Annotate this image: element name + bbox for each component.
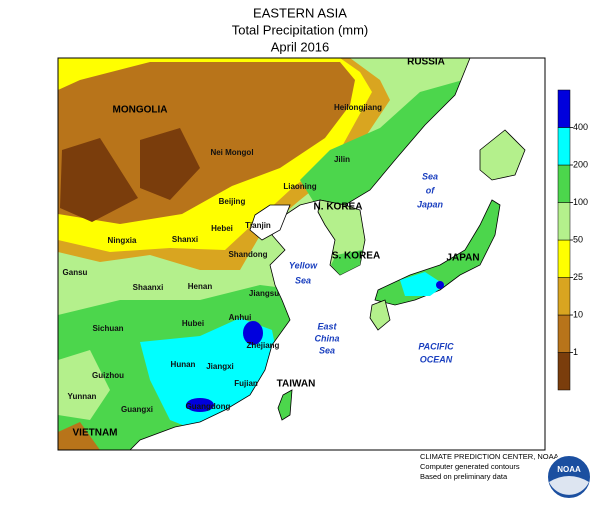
zone-below-1 <box>60 138 138 222</box>
map-label: Nei Mongol <box>210 148 253 157</box>
credit-line: CLIMATE PREDICTION CENTER, NOAA <box>420 452 559 461</box>
map-label: Hunan <box>171 360 196 369</box>
korea-south-zone <box>331 250 362 275</box>
map-label: N. KOREA <box>314 202 363 213</box>
map-label: Shaanxi <box>133 283 164 292</box>
hokkaido <box>479 129 526 181</box>
credits: CLIMATE PREDICTION CENTER, NOAAComputer … <box>420 452 559 481</box>
map-label: Liaoning <box>283 182 316 191</box>
map-label: Guangxi <box>121 405 153 414</box>
map-label: Anhui <box>229 313 252 322</box>
map-label: of <box>426 185 435 195</box>
map-label: TAIWAN <box>277 379 316 390</box>
taiwan <box>277 389 293 421</box>
japan-zone-above-400 <box>436 281 444 289</box>
noaa-logo-wave <box>549 476 589 495</box>
title: EASTERN ASIA <box>253 5 347 20</box>
map-label: OCEAN <box>420 354 453 364</box>
zone-above-400 <box>186 398 214 412</box>
map-label: Yellow <box>289 260 318 270</box>
map-label: Ningxia <box>108 236 137 245</box>
map-label: Fujian <box>234 379 258 388</box>
map-label: Hebei <box>211 224 233 233</box>
map-label: Gansu <box>63 268 88 277</box>
map-label: Shandong <box>228 250 267 259</box>
map-label: East <box>317 321 337 331</box>
map: RUSSIA MONGOLIA Nei Mongol Heilongjiang Jili… <box>58 57 545 450</box>
legend-swatch <box>557 277 571 316</box>
legend-tick-label: 10 <box>573 309 583 319</box>
map-label: Hubei <box>182 319 204 328</box>
map-label: Sea <box>319 345 335 355</box>
legend-swatch <box>557 314 571 353</box>
legend-swatch <box>557 239 571 278</box>
legend-swatch <box>557 89 571 128</box>
zone-above-400 <box>243 321 263 345</box>
map-label: VIETNAM <box>73 428 118 439</box>
map-label: MONGOLIA <box>113 105 168 116</box>
legend-swatch <box>557 352 571 391</box>
legend-tick-label: 200 <box>573 159 588 169</box>
map-label: Sichuan <box>92 324 123 333</box>
kyushu <box>369 299 391 331</box>
map-label: Heilongjiang <box>334 103 382 112</box>
credit-line: Computer generated contours <box>420 462 520 471</box>
noaa-logo-text: NOAA <box>557 465 581 474</box>
legend-swatch <box>557 127 571 166</box>
map-label: JAPAN <box>446 253 479 264</box>
map-label: Beijing <box>219 197 246 206</box>
japan-zone-200-400 <box>400 272 445 296</box>
map-label: Guizhou <box>92 371 124 380</box>
map-label: Shanxi <box>172 235 198 244</box>
map-label: RUSSIA <box>407 57 445 68</box>
map-label: Japan <box>417 199 444 209</box>
zone-100-200 <box>300 78 470 212</box>
map-label: Henan <box>188 282 213 291</box>
map-label: China <box>314 333 339 343</box>
map-label: Sea <box>422 171 438 181</box>
zone-below-1 <box>140 128 200 200</box>
legend-tick-label: 1 <box>573 347 578 357</box>
zone-1-10 <box>58 62 355 224</box>
date: April 2016 <box>271 39 330 54</box>
legend-tick-label: 100 <box>573 197 588 207</box>
map-label: Sea <box>295 275 311 285</box>
map-label: Zhejiang <box>247 341 280 350</box>
zone-50-100 <box>58 350 110 420</box>
legend-swatch <box>557 202 571 241</box>
map-label: Jilin <box>334 155 350 164</box>
map-label: Tianjin <box>245 221 271 230</box>
legend: 1 10 25 50 100 200 400 <box>557 89 588 391</box>
legend-swatch <box>557 164 571 203</box>
legend-tick-label: 25 <box>573 272 583 282</box>
legend-tick-label: 400 <box>573 122 588 132</box>
map-label: Yunnan <box>68 392 97 401</box>
map-label: PACIFIC <box>418 341 454 351</box>
map-label: S. KOREA <box>332 251 380 262</box>
subtitle: Total Precipitation (mm) <box>232 22 369 37</box>
zone-1-10 <box>58 422 100 450</box>
map-label: Jiangsu <box>249 289 279 298</box>
credit-line: Based on preliminary data <box>420 472 508 481</box>
legend-tick-label: 50 <box>573 234 583 244</box>
map-label: Jiangxi <box>206 362 234 371</box>
bohai-sea <box>249 204 291 241</box>
map-label: Guangdong <box>186 402 231 411</box>
map-frame <box>57 57 546 451</box>
